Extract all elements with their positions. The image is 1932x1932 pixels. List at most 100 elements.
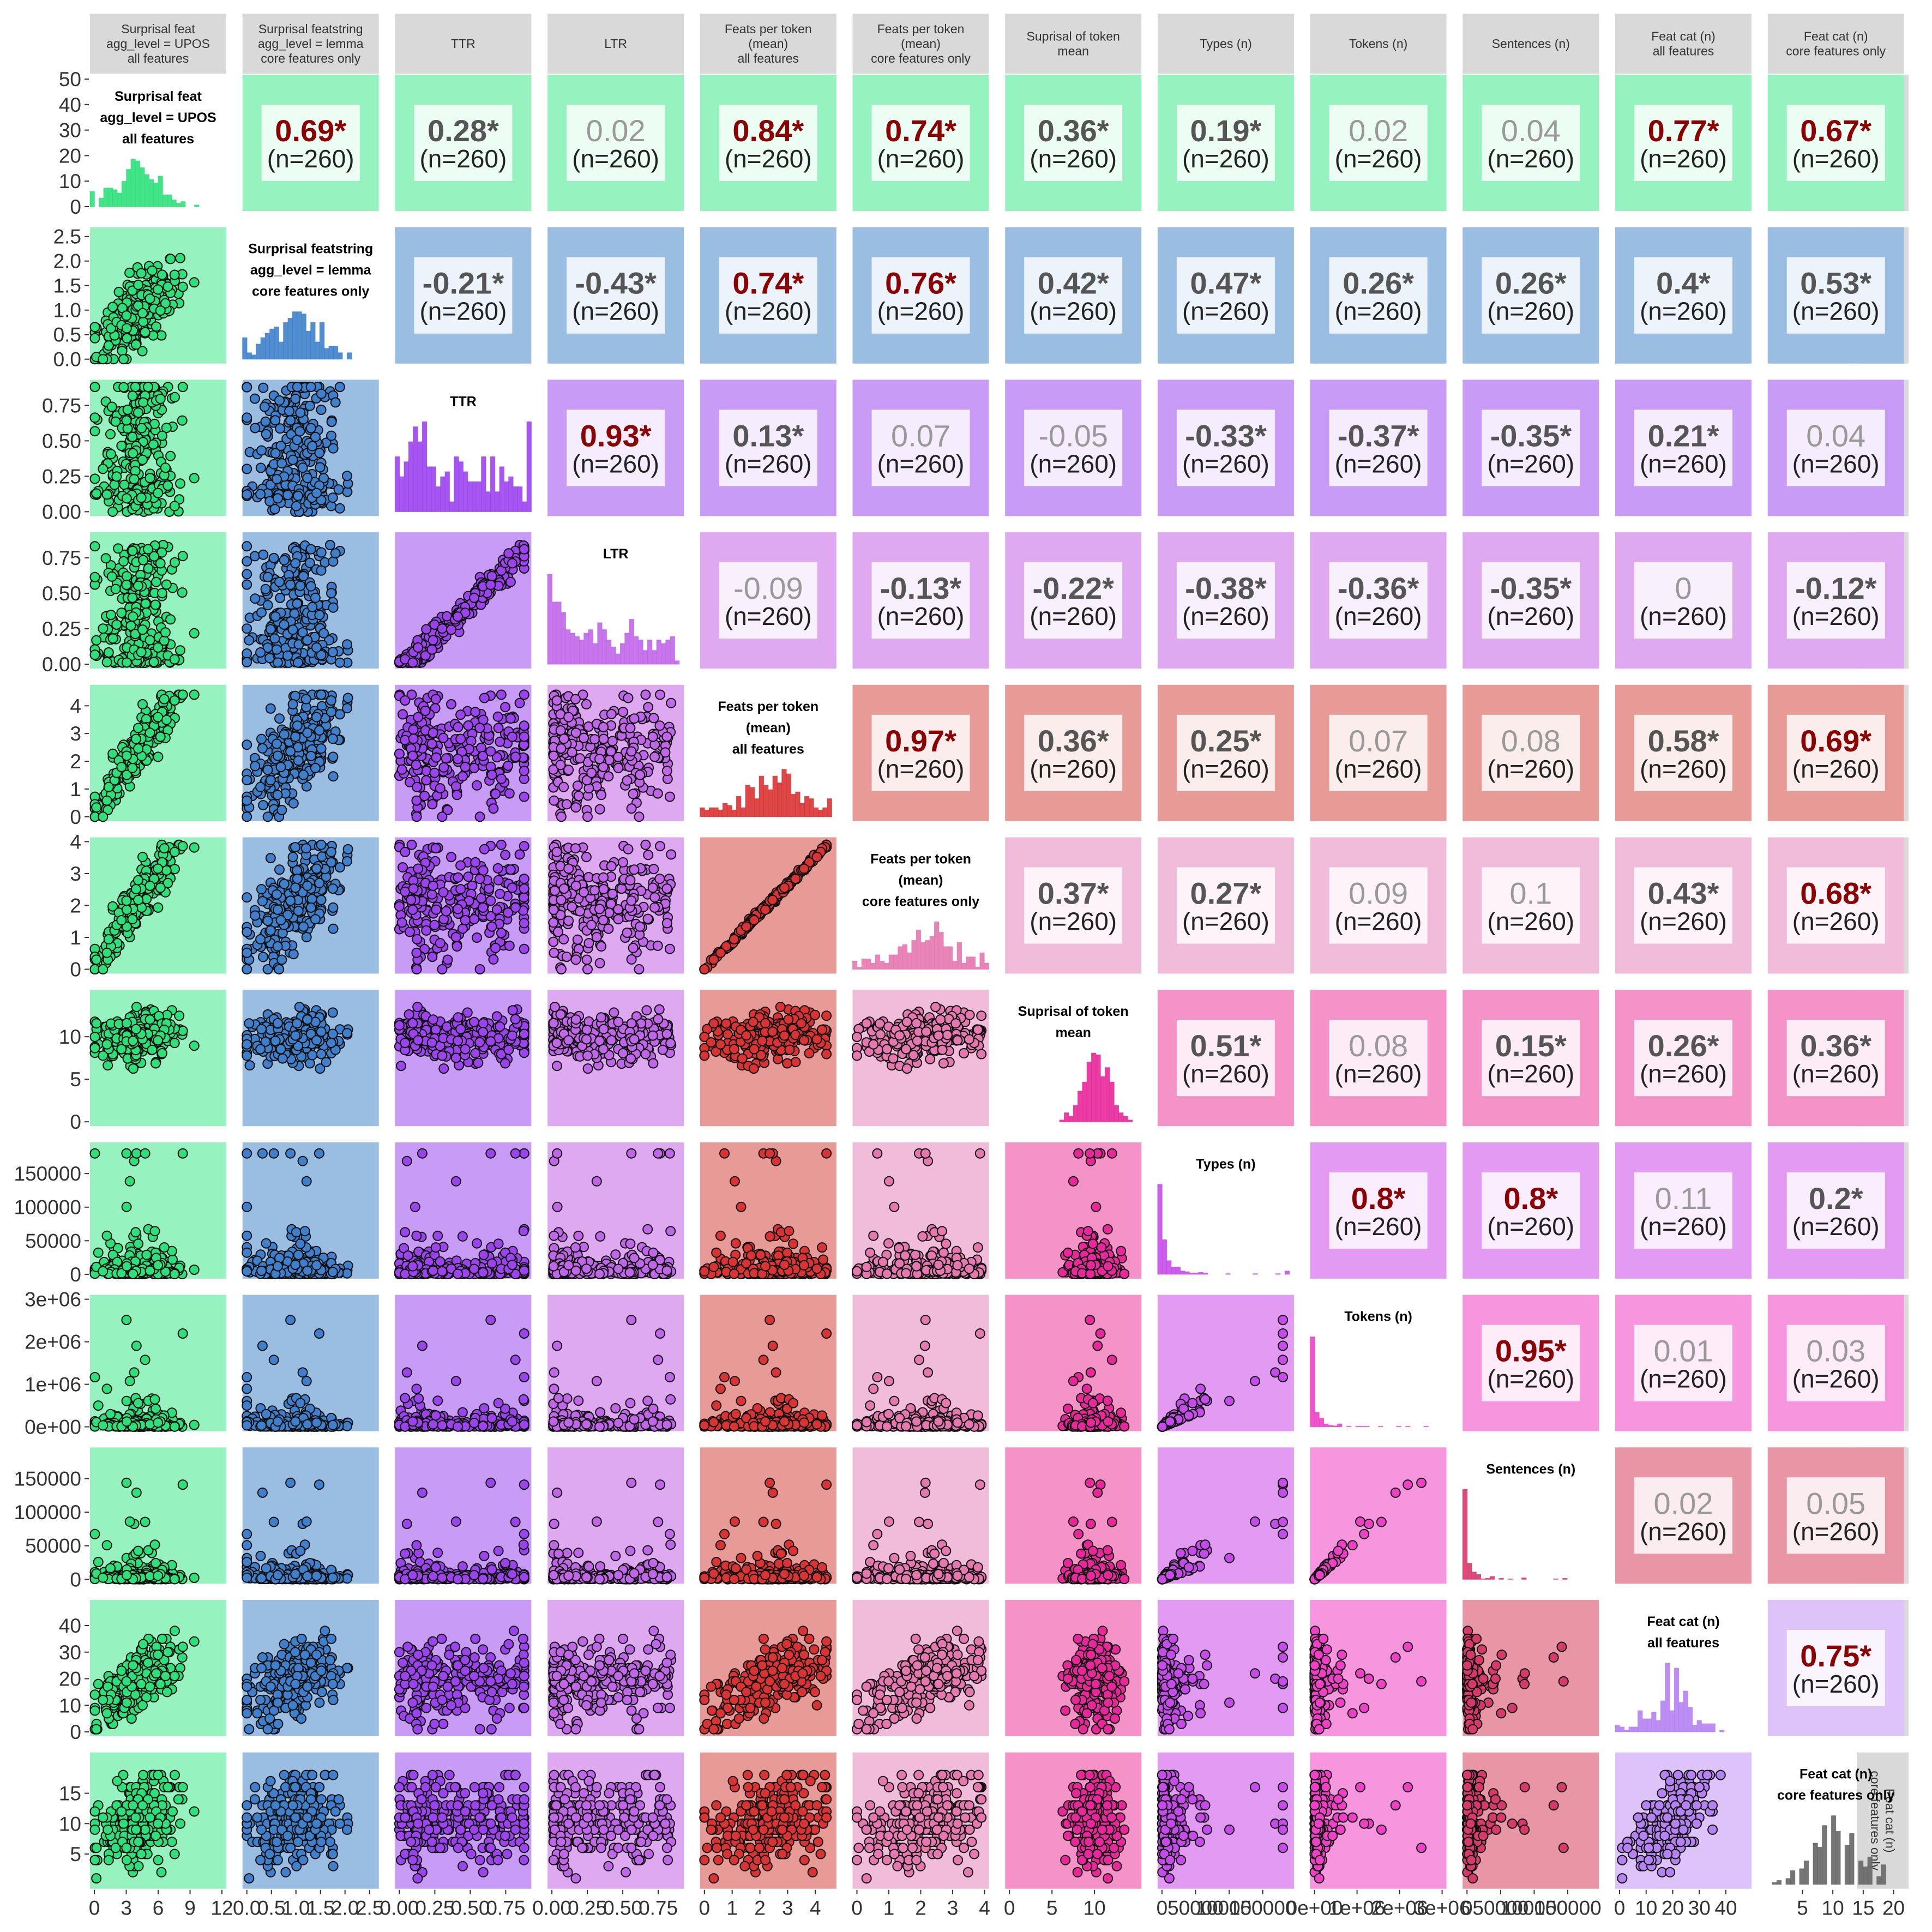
scatter-point: [289, 949, 298, 959]
scatter-point: [107, 402, 117, 412]
panel-surp_featstring-sentences: 0.26*(n=260): [1462, 227, 1599, 364]
histogram-bar: [172, 200, 176, 207]
histogram-bar: [338, 353, 342, 359]
panel-surp_featstring-feats_core: 0.76*(n=260): [853, 227, 989, 364]
scatter-point: [153, 643, 162, 652]
scatter-point: [163, 282, 172, 291]
scatter-point: [308, 894, 317, 904]
scatter-point: [317, 405, 326, 414]
scatter-point: [280, 556, 289, 565]
histogram-bar: [408, 442, 413, 511]
scatter-point: [242, 569, 251, 579]
correlation-n: (n=260): [1335, 297, 1422, 326]
scatter-point: [439, 733, 448, 743]
scatter-point: [317, 690, 326, 700]
scatter-point: [456, 710, 465, 719]
scatter-point: [263, 765, 273, 774]
histogram-bar: [579, 640, 583, 664]
scatter-point: [178, 551, 188, 561]
scatter-point: [269, 553, 279, 563]
scatter-point: [106, 430, 115, 439]
scatter-point: [317, 548, 326, 557]
correlation-value: 0.25*: [1190, 724, 1262, 758]
scatter-point: [122, 658, 131, 667]
scatter-point: [244, 636, 254, 645]
scatter-point: [571, 803, 581, 812]
histogram-bar: [593, 643, 597, 664]
scatter-point: [257, 446, 266, 455]
column-strip-surp_token: Suprisal of tokenmean: [1005, 14, 1141, 74]
scatter-point: [250, 911, 260, 920]
scatter-point: [117, 441, 126, 450]
scatter-point: [242, 383, 251, 392]
scatter-point: [595, 805, 605, 814]
histogram-bar: [140, 168, 145, 207]
scatter-point: [447, 625, 456, 634]
scatter-point: [494, 724, 503, 733]
scatter-point: [258, 896, 267, 906]
scatter-point: [326, 540, 335, 550]
scatter-point: [431, 844, 441, 853]
histogram-bar: [718, 810, 723, 816]
histogram-bar: [320, 322, 324, 359]
scatter-point: [104, 648, 113, 657]
scatter-point: [92, 803, 101, 812]
scatter-point: [409, 734, 418, 743]
scatter-point: [412, 796, 421, 805]
scatter-point: [412, 965, 422, 974]
column-strip-label: Types (n): [1200, 37, 1252, 51]
scatter-point: [143, 382, 153, 392]
histogram-bar: [413, 427, 418, 512]
scatter-point: [312, 713, 321, 722]
column-strip-label: LTR: [604, 37, 627, 51]
scatter-point: [257, 884, 266, 894]
scatter-point: [137, 493, 146, 502]
scatter-point: [258, 801, 268, 810]
scatter-point: [256, 648, 265, 657]
diagonal-title: agg_level = UPOS: [100, 110, 216, 125]
scatter-point: [327, 431, 336, 441]
histogram-bar: [661, 643, 665, 664]
scatter-point: [472, 781, 482, 790]
scatter-point: [170, 655, 179, 664]
scatter-point: [291, 394, 300, 404]
scatter-point: [520, 545, 529, 554]
scatter-point: [151, 600, 160, 610]
panel-feats_core-surp_featstring: [242, 838, 379, 974]
correlation-value: 0.26*: [1495, 266, 1567, 300]
scatter-point: [258, 744, 267, 753]
scatter-point: [122, 905, 131, 914]
correlation-value: 0.74*: [885, 113, 956, 148]
scatter-point: [663, 766, 672, 775]
scatter-point: [491, 789, 500, 798]
histogram-bar: [422, 422, 426, 511]
histogram-bar: [527, 422, 531, 511]
scatter-point: [480, 845, 489, 854]
diagonal-title: core features only: [252, 284, 369, 299]
scatter-point: [454, 873, 463, 882]
scatter-point: [263, 916, 273, 925]
panel-feats_all-surp_featstring: [242, 685, 379, 822]
scatter-point: [315, 463, 324, 472]
scatter-point: [501, 850, 510, 859]
scatter-point: [158, 270, 167, 279]
column-strip-surp_feat: Surprisal featagg_level = UPOSall featur…: [90, 14, 226, 74]
panel-feats_all-types: 0.25*(n=260): [1158, 685, 1294, 821]
correlation-n: (n=260): [1182, 755, 1269, 783]
scatter-point: [288, 455, 298, 465]
scatter-point: [335, 382, 345, 392]
correlation-value: -0.09: [733, 571, 803, 605]
scatter-point: [472, 933, 482, 942]
panel-ttr-feats_all: 0.13*(n=260): [700, 380, 836, 516]
correlation-value: 0: [1675, 571, 1692, 605]
correlation-value: -0.33*: [1185, 418, 1267, 453]
scatter-point: [242, 740, 251, 749]
scatter-point: [623, 776, 632, 785]
scatter-point: [128, 593, 137, 603]
scatter-point: [266, 853, 275, 863]
scatter-point: [319, 629, 328, 638]
correlation-value: 0.36*: [1038, 113, 1109, 148]
scatter-point: [91, 413, 100, 422]
scatter-point: [412, 783, 422, 792]
